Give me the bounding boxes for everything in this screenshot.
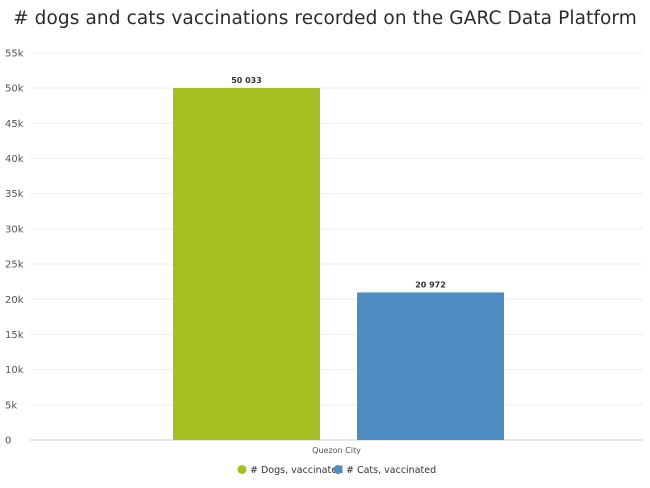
y-tick-label: 0 [5,436,11,447]
bar-cats-vaccinated[interactable] [357,292,504,440]
y-tick-label: 10k [5,365,24,376]
y-tick-label: 5k [5,400,17,411]
y-tick-label: 35k [5,189,24,200]
bars [173,87,504,440]
y-tick-label: 15k [5,330,24,341]
legend-item-label[interactable]: # Cats, vaccinated [346,465,436,476]
legend-marker [333,465,343,474]
y-tick-label: 20k [5,295,24,306]
grid-lines [30,52,643,441]
y-tick-label: 50k [5,84,24,95]
bar-dogs-vaccinated[interactable] [173,87,320,440]
y-tick-label: 25k [5,260,24,271]
x-axis: Quezon City [312,446,361,455]
legend: # Dogs, vaccinated # Cats, vaccinated [237,465,436,476]
y-axis: 0 5k 10k 15k 20k 25k 30k 35k 40k 45k 50k 55k [5,49,24,447]
legend-marker [237,465,247,474]
legend-item-label[interactable]: # Dogs, vaccinated [250,465,343,476]
chart-title: # dogs and cats vaccinations recorded on… [13,8,637,29]
y-tick-label: 45k [5,119,24,130]
y-tick-label: 55k [5,49,24,60]
bar-value-label: 50 033 [231,76,262,85]
bar-value-label: 20 972 [415,280,446,289]
x-category-label: Quezon City [312,446,361,455]
y-tick-label: 30k [5,224,24,235]
y-tick-label: 40k [5,154,24,165]
data-labels: 50 033 20 972 [231,76,446,289]
